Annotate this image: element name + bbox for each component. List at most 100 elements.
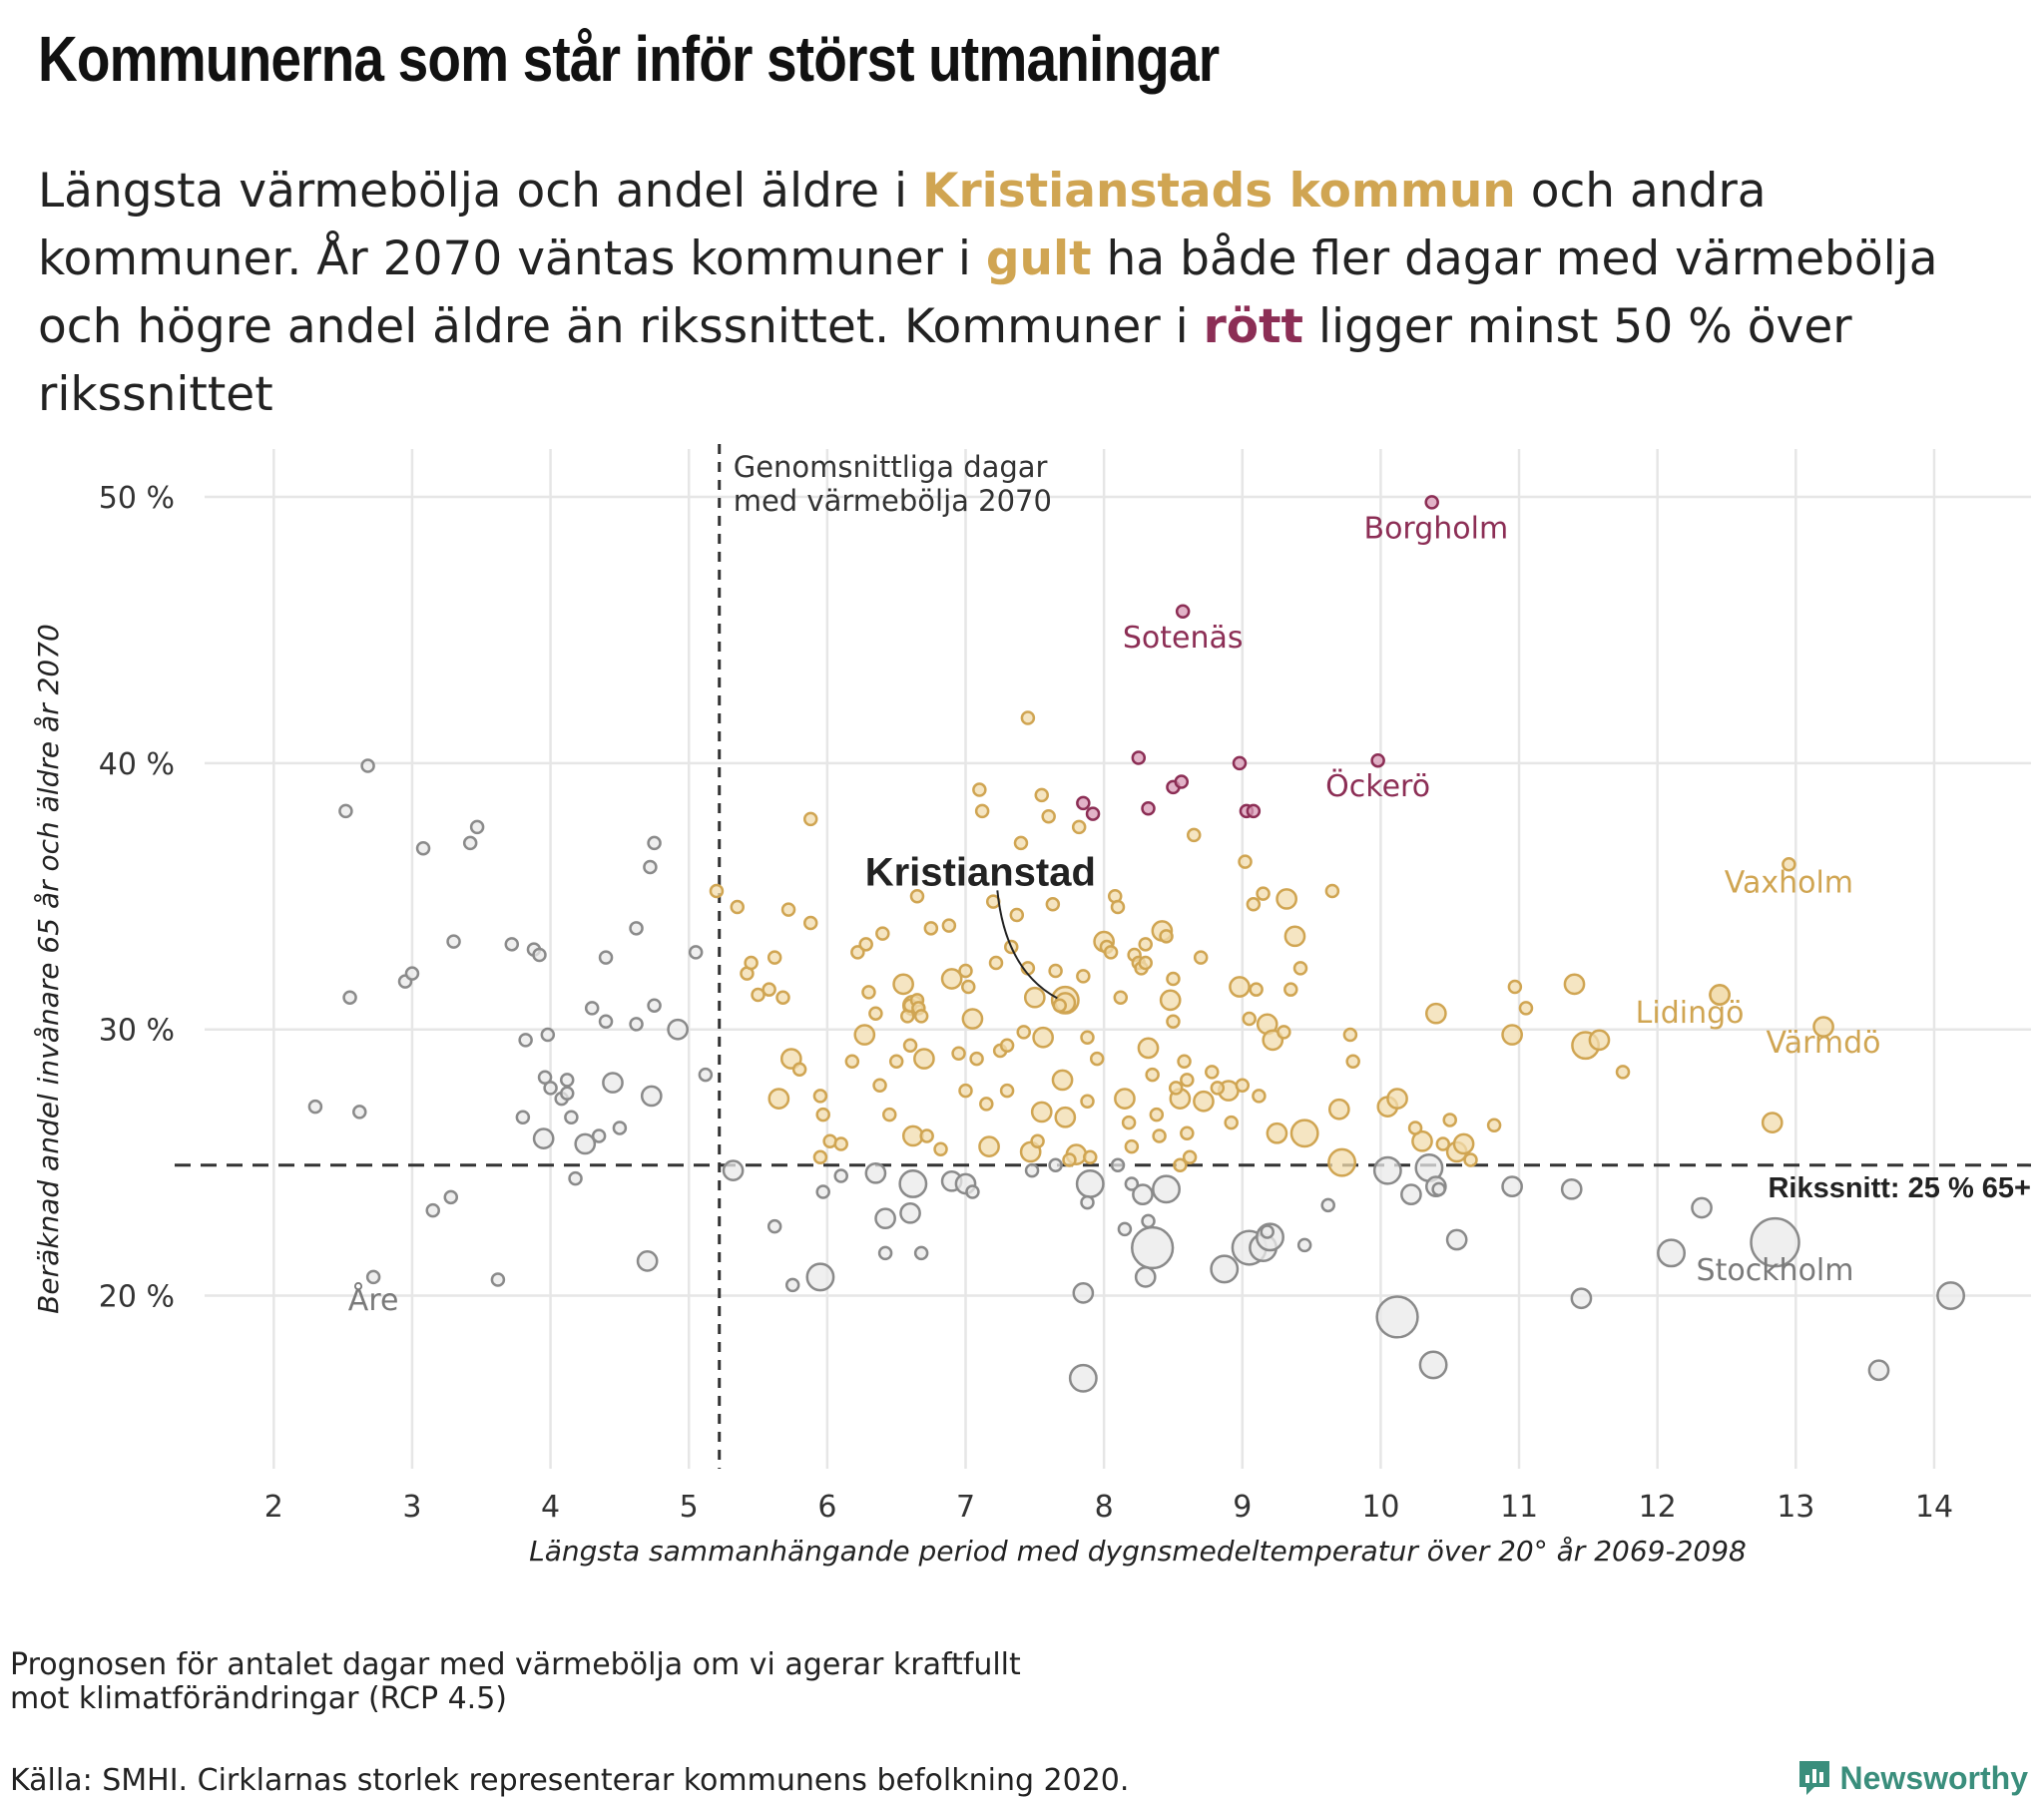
data-point-yellow [802, 811, 818, 827]
data-point-gray [1501, 1175, 1523, 1197]
data-point-gray [365, 1269, 381, 1285]
data-point-gray [338, 803, 353, 819]
data-point-yellow [1041, 808, 1056, 824]
data-point-yellow [1224, 1115, 1239, 1130]
data-point-gray [874, 1207, 896, 1230]
data-point-yellow [941, 918, 957, 933]
chart-title: Kommunerna som står inför störst utmanin… [38, 23, 1220, 95]
data-point-red [1174, 774, 1190, 789]
data-point-gray [518, 1033, 533, 1048]
data-point-yellow [812, 1089, 828, 1104]
data-point-yellow [1054, 1106, 1077, 1128]
y-tick-label: 50 % [99, 481, 175, 516]
data-point-gray [640, 1085, 663, 1108]
data-point-gray [1936, 1281, 1966, 1311]
data-point-yellow [1507, 979, 1523, 995]
y-tick-label: 40 % [99, 747, 175, 782]
data-point-yellow [1103, 945, 1119, 960]
data-point-gray [307, 1099, 323, 1115]
data-point-gray [598, 950, 614, 965]
data-point-gray [629, 1017, 644, 1032]
data-point-gray [1134, 1266, 1157, 1288]
data-point-yellow [1149, 1107, 1165, 1123]
x-tick-label: 10 [1361, 1490, 1399, 1525]
data-point-gray [602, 1072, 624, 1094]
data-point-gray [1320, 1197, 1335, 1213]
data-point-gray [629, 921, 644, 936]
data-point-gray [1296, 1237, 1312, 1253]
data-point-gray [443, 1189, 459, 1205]
data-point-gray [532, 1127, 555, 1149]
data-point-yellow [1277, 1025, 1291, 1040]
data-point-red [1424, 495, 1439, 510]
data-point-yellow [1166, 1014, 1181, 1029]
data-point-gray [446, 934, 461, 949]
data-point-yellow [1289, 1119, 1319, 1148]
x-tick-label: 14 [1915, 1490, 1953, 1525]
data-point-yellow [861, 985, 876, 1000]
data-point-yellow [1030, 1101, 1053, 1124]
annotation-label: Stockholm [1697, 1253, 1854, 1288]
data-point-yellow [1173, 1157, 1188, 1173]
data-point-yellow [1193, 950, 1209, 965]
data-point-yellow [1137, 1037, 1160, 1060]
data-point-gray [1400, 1183, 1422, 1206]
data-point-red [1175, 604, 1191, 620]
data-point-yellow [780, 902, 796, 917]
x-axis-title: Längsta sammanhängande period med dygnsm… [529, 1535, 1747, 1568]
data-point-yellow [1345, 1054, 1360, 1069]
data-point-gray [667, 1018, 689, 1041]
data-point-yellow [730, 899, 745, 915]
data-point-yellow [1266, 1122, 1288, 1144]
data-point-yellow [958, 1083, 973, 1099]
data-point-yellow [1246, 897, 1262, 912]
data-point-yellow [1235, 1078, 1251, 1093]
data-point-gray [1131, 1225, 1175, 1270]
data-point-yellow [940, 968, 963, 990]
data-point-yellow [1518, 1001, 1534, 1016]
data-point-gray [1075, 1169, 1105, 1198]
data-point-yellow [868, 1006, 883, 1021]
data-point-gray [913, 1245, 929, 1261]
data-point-gray [1657, 1238, 1686, 1268]
data-point-yellow [1168, 1081, 1184, 1096]
data-point-gray [643, 859, 658, 875]
data-point-gray [540, 1027, 556, 1043]
data-point-gray [532, 947, 547, 963]
data-point-gray [1048, 1157, 1063, 1173]
x-tick-label: 12 [1639, 1490, 1677, 1525]
data-point-yellow [933, 1141, 948, 1157]
data-point-yellow [1442, 1113, 1457, 1127]
data-point-gray [698, 1067, 714, 1083]
data-point-yellow [951, 1046, 966, 1061]
data-point-gray [591, 1128, 607, 1143]
data-point-yellow [1180, 1073, 1195, 1088]
data-point-yellow [766, 950, 782, 965]
data-point-yellow [1071, 819, 1087, 835]
data-point-red [1232, 755, 1248, 771]
data-point-gray [1152, 1174, 1181, 1204]
data-point-yellow [1452, 1132, 1475, 1155]
data-point-yellow [1020, 710, 1036, 725]
data-point-yellow [1782, 857, 1796, 872]
data-point-yellow [812, 1149, 828, 1165]
data-point-yellow [1283, 982, 1298, 997]
data-point-yellow [767, 1088, 790, 1110]
data-point-yellow [1080, 1094, 1095, 1110]
data-point-yellow [1138, 955, 1153, 971]
data-point-yellow [802, 915, 818, 931]
data-point-yellow [850, 945, 865, 960]
data-point-yellow [913, 1009, 929, 1024]
subtitle-highlight-yellow: gult [985, 231, 1092, 286]
data-point-gray [877, 1245, 893, 1261]
x-tick-label: 8 [1095, 1490, 1114, 1525]
data-point-yellow [972, 782, 987, 797]
data-point-yellow [978, 1135, 1000, 1157]
data-point-gray [1260, 1224, 1275, 1239]
data-point-yellow [1138, 937, 1153, 952]
data-point-gray [360, 758, 375, 773]
data-point-yellow [1016, 1025, 1031, 1040]
data-point-red [1076, 795, 1091, 811]
data-point-yellow [1076, 969, 1091, 984]
data-point-yellow [1013, 835, 1029, 851]
